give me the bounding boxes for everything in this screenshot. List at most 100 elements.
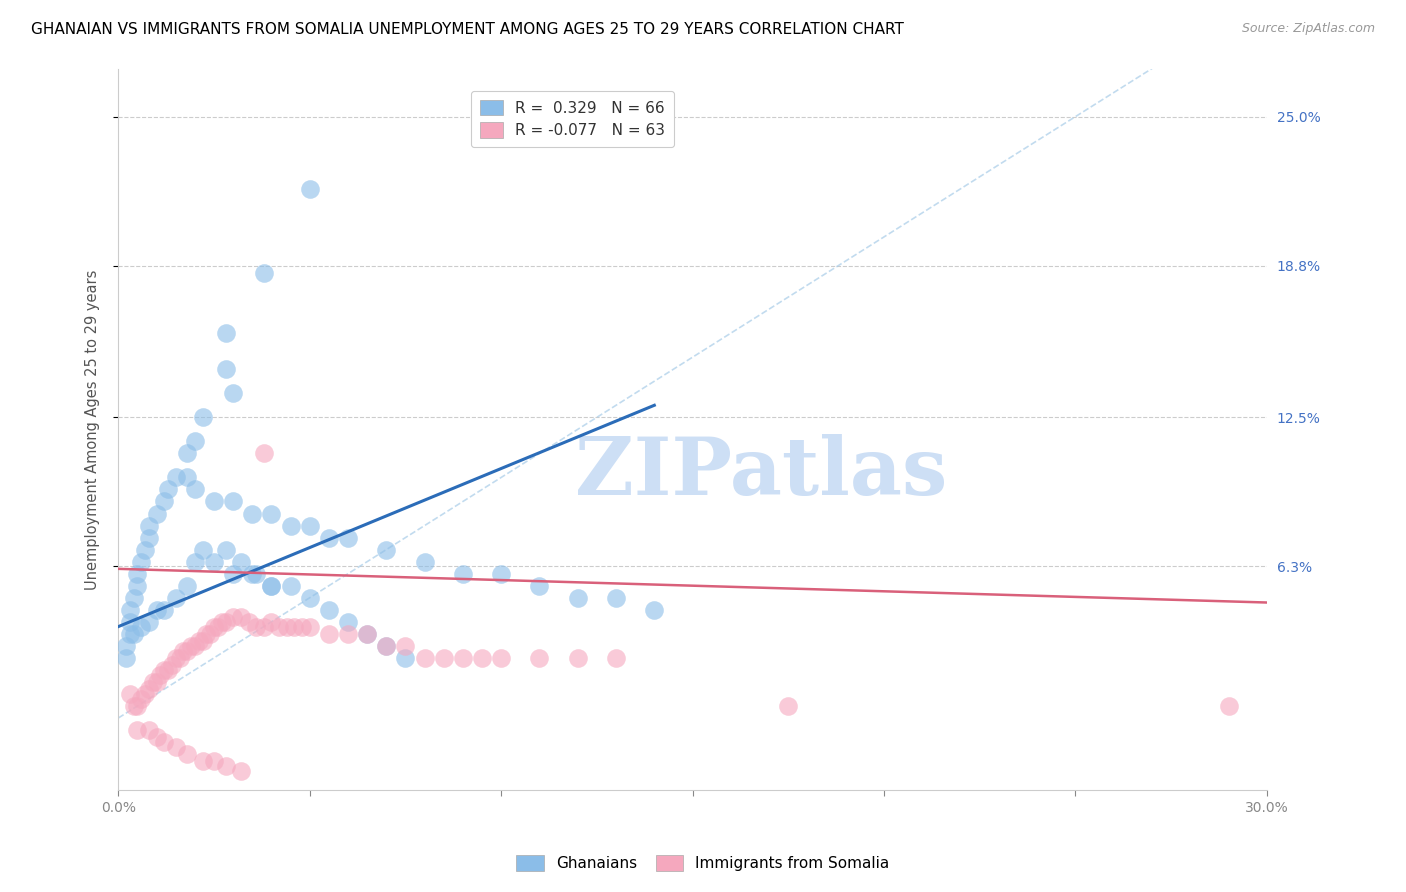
Point xyxy=(176,643,198,657)
Point xyxy=(214,362,236,376)
Point xyxy=(283,619,305,633)
Point xyxy=(567,650,589,665)
Point xyxy=(567,591,589,605)
Point xyxy=(127,723,149,737)
Point xyxy=(176,446,198,460)
Point xyxy=(605,650,627,665)
Point xyxy=(229,555,252,569)
Point xyxy=(160,658,183,673)
Point xyxy=(298,619,321,633)
Point xyxy=(118,603,141,617)
Point xyxy=(222,494,245,508)
Point xyxy=(260,579,283,593)
Legend: Ghanaians, Immigrants from Somalia: Ghanaians, Immigrants from Somalia xyxy=(510,849,896,877)
Point xyxy=(184,639,207,653)
Point xyxy=(298,182,321,196)
Point xyxy=(153,603,176,617)
Point xyxy=(240,566,263,581)
Point xyxy=(337,627,360,641)
Legend: R =  0.329   N = 66, R = -0.077   N = 63: R = 0.329 N = 66, R = -0.077 N = 63 xyxy=(471,91,673,147)
Point xyxy=(115,639,138,653)
Point xyxy=(200,627,222,641)
Point xyxy=(131,619,153,633)
Point xyxy=(153,735,176,749)
Point xyxy=(214,542,236,557)
Point xyxy=(489,566,512,581)
Point xyxy=(138,682,160,697)
Point xyxy=(222,610,245,624)
Point xyxy=(118,687,141,701)
Point xyxy=(191,542,214,557)
Point xyxy=(157,663,180,677)
Point xyxy=(131,555,153,569)
Point xyxy=(260,615,283,629)
Point xyxy=(214,759,236,773)
Point xyxy=(451,650,474,665)
Point xyxy=(184,434,207,449)
Point xyxy=(529,650,551,665)
Point xyxy=(207,619,229,633)
Point xyxy=(356,627,378,641)
Point xyxy=(245,566,267,581)
Point xyxy=(298,518,321,533)
Point xyxy=(337,531,360,545)
Point xyxy=(280,518,302,533)
Point xyxy=(153,494,176,508)
Point xyxy=(165,650,187,665)
Point xyxy=(394,650,416,665)
Point xyxy=(337,615,360,629)
Point xyxy=(280,579,302,593)
Text: Source: ZipAtlas.com: Source: ZipAtlas.com xyxy=(1241,22,1375,36)
Point xyxy=(169,650,191,665)
Point xyxy=(184,483,207,497)
Point xyxy=(176,747,198,761)
Point xyxy=(211,615,233,629)
Point xyxy=(375,639,398,653)
Point xyxy=(375,542,398,557)
Point xyxy=(253,446,276,460)
Point xyxy=(191,410,214,425)
Text: GHANAIAN VS IMMIGRANTS FROM SOMALIA UNEMPLOYMENT AMONG AGES 25 TO 29 YEARS CORRE: GHANAIAN VS IMMIGRANTS FROM SOMALIA UNEM… xyxy=(31,22,904,37)
Point xyxy=(145,603,167,617)
Point xyxy=(134,542,156,557)
Text: ZIPatlas: ZIPatlas xyxy=(575,434,948,512)
Point xyxy=(413,650,436,665)
Point xyxy=(245,619,267,633)
Point xyxy=(229,764,252,778)
Point xyxy=(138,518,160,533)
Point xyxy=(433,650,456,665)
Point xyxy=(253,619,276,633)
Point xyxy=(318,531,340,545)
Point xyxy=(451,566,474,581)
Point xyxy=(138,723,160,737)
Point xyxy=(489,650,512,665)
Point xyxy=(471,650,494,665)
Point xyxy=(134,687,156,701)
Point xyxy=(214,326,236,340)
Point xyxy=(253,266,276,280)
Point xyxy=(187,634,209,648)
Point xyxy=(131,691,153,706)
Y-axis label: Unemployment Among Ages 25 to 29 years: Unemployment Among Ages 25 to 29 years xyxy=(86,269,100,590)
Point xyxy=(191,634,214,648)
Point xyxy=(149,667,172,681)
Point xyxy=(778,698,800,713)
Point xyxy=(202,494,225,508)
Point xyxy=(122,627,145,641)
Point xyxy=(127,698,149,713)
Point xyxy=(191,754,214,768)
Point xyxy=(202,555,225,569)
Point xyxy=(118,615,141,629)
Point xyxy=(118,627,141,641)
Point xyxy=(202,754,225,768)
Point xyxy=(413,555,436,569)
Point xyxy=(356,627,378,641)
Point xyxy=(180,639,202,653)
Point xyxy=(122,591,145,605)
Point xyxy=(1218,698,1240,713)
Point xyxy=(145,507,167,521)
Point xyxy=(375,639,398,653)
Point xyxy=(127,566,149,581)
Point xyxy=(529,579,551,593)
Point xyxy=(165,591,187,605)
